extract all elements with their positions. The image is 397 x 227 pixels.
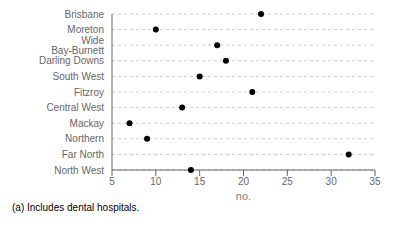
svg-text:15: 15 [194, 176, 206, 187]
svg-text:Darling Downs: Darling Downs [39, 55, 104, 66]
svg-text:Far North: Far North [62, 149, 104, 160]
svg-text:Mackay: Mackay [70, 118, 104, 129]
svg-text:Northern: Northern [65, 133, 104, 144]
svg-text:Central West: Central West [46, 102, 104, 113]
svg-text:North West: North West [54, 165, 104, 176]
svg-text:10: 10 [150, 176, 162, 187]
svg-text:5: 5 [109, 176, 115, 187]
svg-text:Moreton: Moreton [67, 24, 104, 35]
svg-text:WideBay-Burnett: WideBay-Burnett [51, 35, 104, 56]
svg-text:no.: no. [236, 190, 251, 202]
svg-text:30: 30 [326, 176, 338, 187]
svg-text:Fitzroy: Fitzroy [74, 87, 104, 98]
html-text:(a) Includes dental hospitals.: (a) Includes dental hospitals. [12, 202, 140, 213]
svg-text:Brisbane: Brisbane [65, 9, 105, 20]
svg-text:35: 35 [369, 176, 381, 187]
svg-text:25: 25 [282, 176, 294, 187]
svg-text:20: 20 [238, 176, 250, 187]
svg-text:South West: South West [52, 71, 104, 82]
